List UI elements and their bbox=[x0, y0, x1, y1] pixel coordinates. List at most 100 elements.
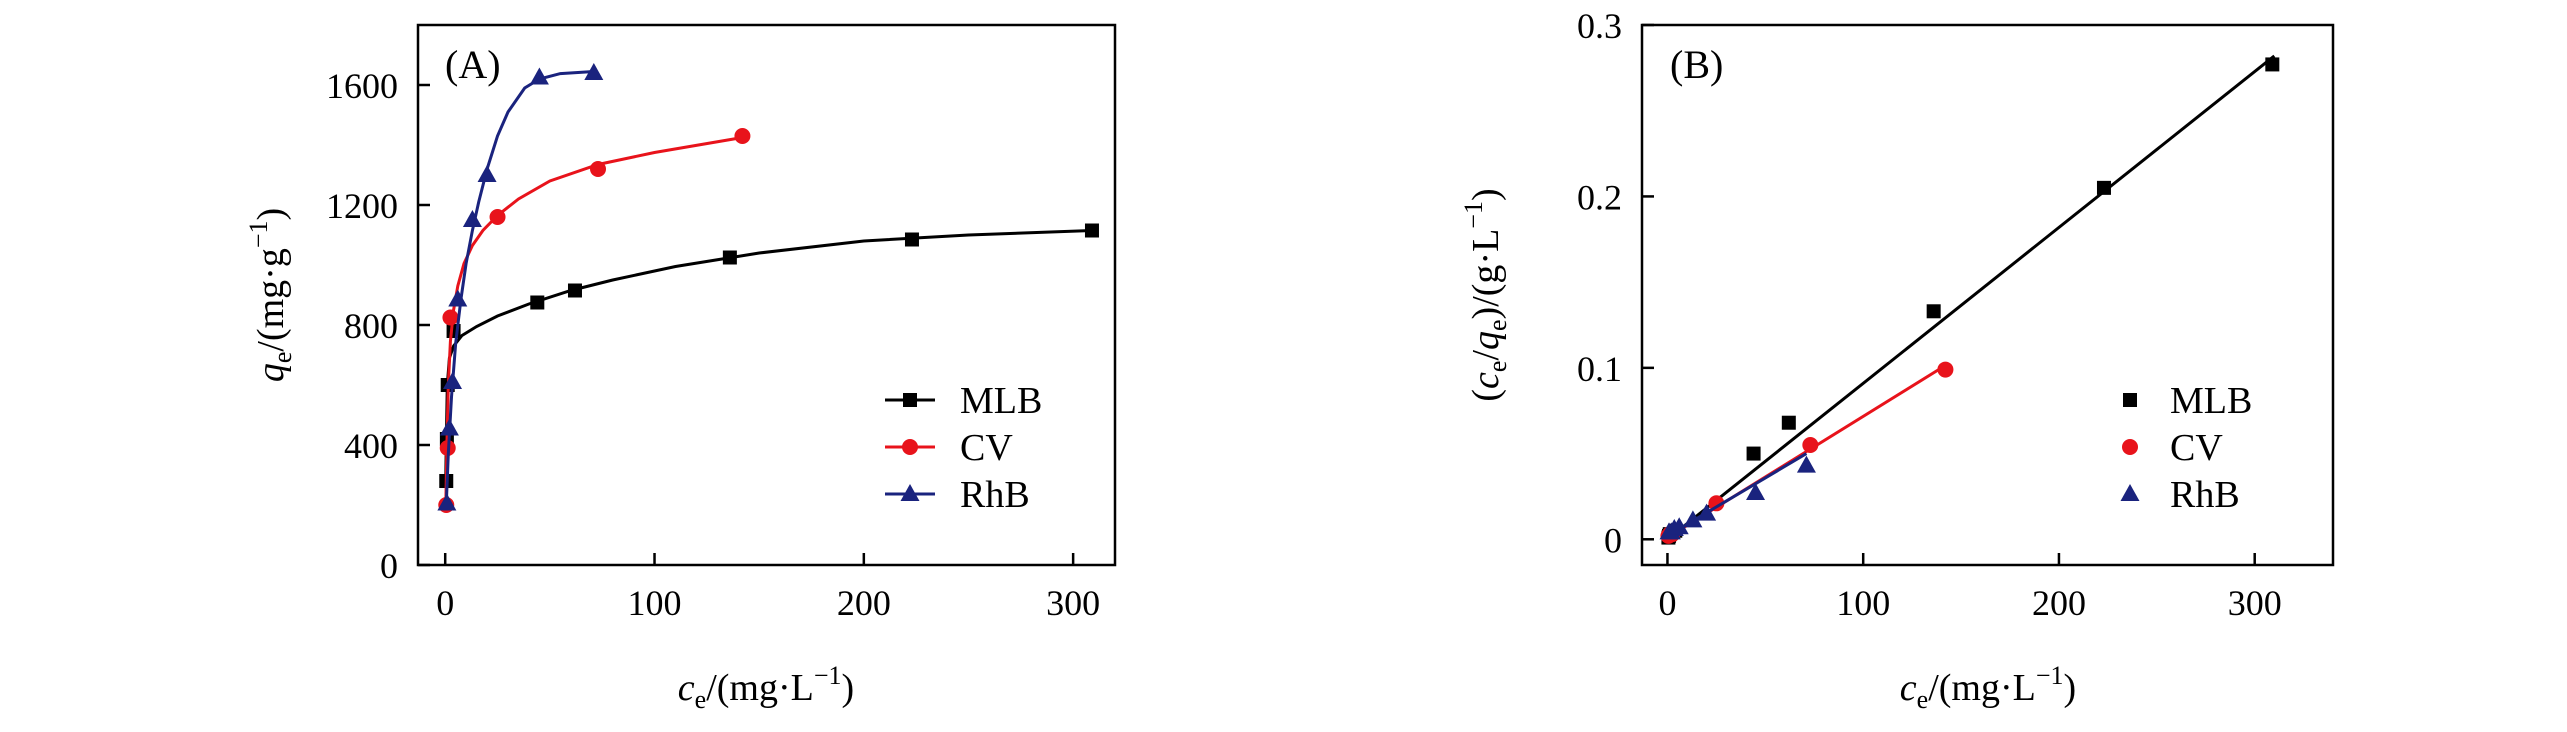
series-mlb bbox=[1661, 54, 2280, 545]
x-axis-subscript: e bbox=[695, 685, 707, 714]
data-point-rhb bbox=[1683, 510, 1703, 528]
y-axis-open: ( bbox=[1465, 389, 1507, 402]
data-point-rhb bbox=[1746, 483, 1766, 500]
y-axis-close: ) bbox=[250, 208, 292, 221]
legend-marker bbox=[903, 393, 917, 407]
data-point-mlb bbox=[904, 232, 919, 247]
legend-label: MLB bbox=[2170, 380, 2252, 422]
panel-label: (B) bbox=[1670, 42, 1723, 87]
data-point-rhb bbox=[437, 493, 457, 511]
data-point-cv bbox=[1937, 361, 1954, 378]
y-tick-label: 1200 bbox=[326, 186, 398, 226]
x-tick-label: 300 bbox=[1046, 583, 1100, 623]
series-rhb bbox=[1659, 452, 1816, 540]
legend-item-mlb: MLB bbox=[2123, 380, 2252, 422]
data-point-cv bbox=[489, 209, 506, 225]
data-point-rhb bbox=[439, 418, 459, 436]
x-tick-label: 200 bbox=[2032, 583, 2086, 623]
y-axis-superscript: −1 bbox=[1459, 201, 1488, 229]
y-tick-label: 0 bbox=[1604, 520, 1622, 560]
x-axis-symbol: c bbox=[678, 667, 695, 709]
data-point-rhb bbox=[529, 67, 549, 85]
x-axis-title: ce/(mg·L−1) bbox=[678, 661, 854, 714]
data-point-mlb bbox=[2096, 180, 2111, 195]
y-axis-subscript-2: e bbox=[1483, 319, 1512, 331]
legend-item-cv: CV bbox=[2122, 427, 2223, 469]
data-point-cv bbox=[1802, 437, 1819, 453]
y-axis-close: ) bbox=[1465, 188, 1507, 201]
legend-marker bbox=[902, 439, 918, 455]
data-point-rhb bbox=[1796, 455, 1816, 473]
legend-label: MLB bbox=[960, 380, 1042, 422]
y-axis-subscript: e bbox=[268, 352, 297, 364]
series-cv bbox=[438, 128, 751, 513]
x-axis-close: ) bbox=[842, 667, 855, 709]
x-tick-label: 200 bbox=[837, 583, 891, 623]
y-tick-label: 0.3 bbox=[1577, 6, 1622, 46]
x-axis-unit: /(mg·L bbox=[1928, 667, 2036, 709]
x-axis-subscript: e bbox=[1917, 685, 1929, 714]
legend-item-mlb: MLB bbox=[885, 380, 1042, 422]
legend-item-rhb: RhB bbox=[2120, 474, 2240, 516]
y-tick-label: 400 bbox=[344, 426, 398, 466]
y-axis-symbol: c bbox=[1465, 372, 1507, 389]
y-axis-symbol: q bbox=[250, 363, 292, 382]
data-point-rhb bbox=[462, 210, 482, 227]
y-tick-label: 1600 bbox=[326, 66, 398, 106]
x-tick-label: 0 bbox=[436, 583, 454, 623]
data-point-rhb bbox=[584, 63, 604, 80]
data-point-mlb bbox=[1084, 223, 1099, 238]
y-axis-unit: /(mg·g bbox=[250, 248, 292, 351]
data-point-rhb bbox=[1697, 503, 1717, 521]
legend-marker bbox=[2122, 439, 2138, 455]
data-point-mlb bbox=[1746, 446, 1761, 461]
legend-label: RhB bbox=[2170, 474, 2240, 516]
fit-line-mlb bbox=[1666, 54, 2276, 541]
x-axis-superscript: −1 bbox=[2036, 661, 2064, 690]
plot-frame bbox=[416, 23, 1117, 567]
data-point-mlb bbox=[722, 250, 737, 265]
data-point-mlb bbox=[567, 283, 582, 298]
data-point-mlb bbox=[1781, 415, 1796, 430]
y-tick-label: 0 bbox=[380, 546, 398, 586]
data-point-cv bbox=[590, 161, 607, 177]
x-axis-close: ) bbox=[2064, 667, 2077, 709]
chart-panel-b: 0 100 200 30000.10.20.3(B)ce/(mg·L−1)(ce/qe… bbox=[1459, 6, 2335, 714]
legend-label: CV bbox=[2170, 427, 2223, 469]
data-point-rhb bbox=[443, 372, 463, 389]
x-tick-label: 300 bbox=[2228, 583, 2282, 623]
x-tick-label: 100 bbox=[1836, 583, 1890, 623]
data-point-rhb bbox=[1669, 517, 1689, 535]
data-point-cv bbox=[734, 128, 751, 144]
y-axis-title: (ce/qe)/(g·L−1) bbox=[1459, 188, 1512, 401]
y-axis-subscript: e bbox=[1483, 361, 1512, 373]
series-rhb bbox=[437, 63, 604, 511]
x-axis-symbol: c bbox=[1900, 667, 1917, 709]
x-axis-unit: /(mg·L bbox=[706, 667, 814, 709]
x-axis-title: ce/(mg·L−1) bbox=[1900, 661, 2076, 714]
y-axis-superscript: −1 bbox=[244, 221, 273, 249]
data-point-mlb bbox=[530, 295, 545, 310]
x-tick-label: 100 bbox=[628, 583, 682, 623]
data-point-mlb bbox=[1926, 304, 1941, 319]
data-point-rhb bbox=[477, 165, 497, 182]
data-point-cv bbox=[1708, 495, 1725, 512]
y-axis-title: qe/(mg·g−1) bbox=[244, 208, 297, 382]
legend-marker bbox=[2123, 393, 2137, 407]
y-tick-label: 0.1 bbox=[1577, 349, 1622, 389]
y-axis-slash: / bbox=[1465, 350, 1507, 361]
y-axis-symbol-2: q bbox=[1465, 331, 1507, 350]
legend-marker bbox=[2120, 484, 2140, 501]
panel-label: (A) bbox=[445, 42, 501, 87]
legend-item-rhb: RhB bbox=[885, 474, 1030, 516]
y-tick-label: 800 bbox=[344, 306, 398, 346]
legend-label: RhB bbox=[960, 474, 1030, 516]
plot-frame bbox=[1640, 23, 2335, 567]
x-axis-superscript: −1 bbox=[814, 661, 842, 690]
x-tick-label: 0 bbox=[1658, 583, 1676, 623]
data-point-cv bbox=[442, 309, 459, 326]
data-point-mlb bbox=[2265, 57, 2280, 72]
